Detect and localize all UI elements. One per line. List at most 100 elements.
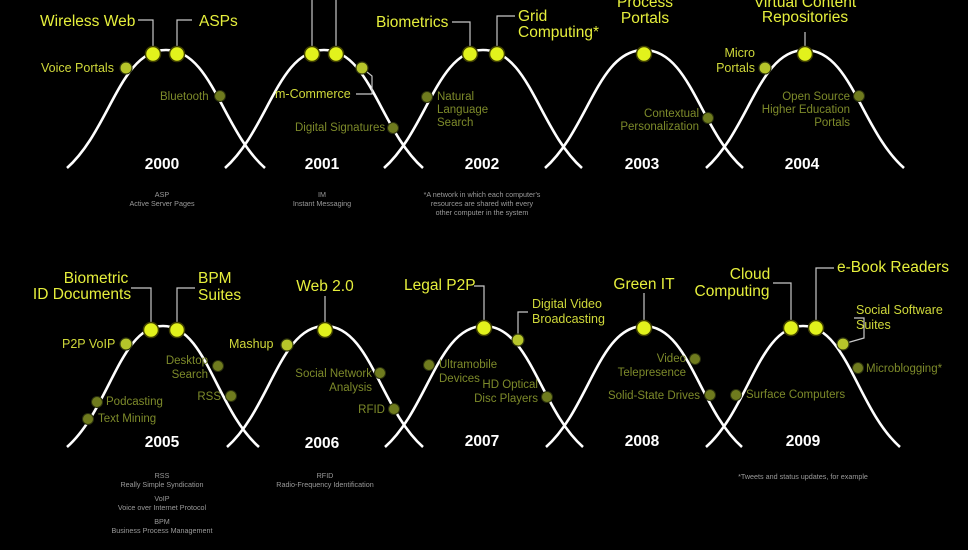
dot-asps — [168, 45, 186, 63]
dot-m-commerce — [355, 61, 369, 75]
note-2005-1: RSS — [155, 471, 170, 480]
label-nls-1: Natural — [437, 91, 474, 103]
labels-2002: Biometrics Grid Computing* Natural Langu… — [376, 8, 599, 217]
dot-biometric-id — [142, 321, 160, 339]
note-2002-3: other computer in the system — [436, 208, 529, 217]
note-2000-1: ASP — [155, 190, 170, 199]
label-disc-players: Disc Players — [474, 393, 538, 405]
label-analysis: Analysis — [329, 382, 372, 394]
dot-ebook-readers — [807, 319, 825, 337]
label-ultramobile: Ultramobile — [439, 359, 497, 371]
note-2006-1: RFID — [317, 471, 334, 480]
label-wireless-web: Wireless Web — [40, 13, 135, 30]
dot-bpm-suites — [168, 321, 186, 339]
dot-process-portals — [635, 45, 653, 63]
dot-bluetooth — [214, 90, 226, 102]
label-bpm: BPM — [198, 270, 232, 287]
dots — [82, 45, 865, 425]
dot-mashup — [280, 338, 294, 352]
dot-contextual-personalization — [702, 112, 714, 124]
year-2003: 2003 — [625, 156, 660, 173]
dot-social-network-analysis — [374, 367, 386, 379]
label-os-portals: Portals — [814, 117, 850, 129]
dot-voice-portals — [119, 61, 133, 75]
dot-podcasting — [91, 396, 103, 408]
dot-cloud-computing — [782, 319, 800, 337]
note-2001-1: IM — [318, 190, 326, 199]
label-grid-1: Grid — [518, 8, 547, 25]
dot-ultramobile-devices — [423, 359, 435, 371]
label-podcasting: Podcasting — [106, 396, 163, 408]
labels-2001: m-Commerce Digital Signatures 2001 IM In… — [275, 87, 385, 208]
labels-2006: Web 2.0 Mashup Social Network Analysis R… — [229, 278, 385, 489]
dot-surface-computers — [730, 389, 742, 401]
label-rss: RSS — [197, 391, 221, 403]
leader-lines — [131, 0, 865, 345]
label-micro: Micro — [724, 46, 755, 60]
label-desktop: Desktop — [166, 355, 208, 367]
labels-2008: Green IT Video Telepresence Solid-State … — [608, 276, 700, 450]
label-video: Video — [657, 353, 686, 365]
note-2006-2: Radio-Frequency Identification — [276, 480, 373, 489]
label-broadcasting: Broadcasting — [532, 312, 605, 326]
label-digital-signatures: Digital Signatures — [295, 122, 385, 134]
label-text-mining: Text Mining — [98, 413, 156, 425]
label-p2p-voip: P2P VoIP — [62, 337, 115, 351]
curve-2002 — [383, 48, 583, 169]
label-nls-3: Search — [437, 117, 473, 129]
dot-rfid — [388, 403, 400, 415]
label-telepresence: Telepresence — [618, 367, 686, 379]
note-2005-4: Voice over Internet Protocol — [118, 503, 207, 512]
label-grid-2: Computing* — [518, 24, 599, 41]
labels-2000: Wireless Web ASPs Voice Portals Bluetoot… — [40, 13, 238, 208]
note-2002-2: resources are shared with every — [431, 199, 534, 208]
curve-2001 — [224, 48, 424, 169]
label-higher-education: Higher Education — [762, 104, 850, 116]
label-asps: ASPs — [199, 13, 238, 30]
year-2006: 2006 — [305, 435, 340, 452]
dot-biometrics — [461, 45, 479, 63]
label-personalization: Personalization — [620, 121, 699, 133]
dot-rss — [225, 390, 237, 402]
label-nls-2: Language — [437, 104, 488, 116]
dot-hd-optical — [541, 391, 553, 403]
note-2001-2: Instant Messaging — [293, 199, 351, 208]
label-repositories: Repositories — [762, 9, 848, 26]
year-2001: 2001 — [305, 156, 340, 173]
dot-solid-state-drives — [704, 389, 716, 401]
label-m-commerce: m-Commerce — [275, 87, 351, 101]
label-id-documents: ID Documents — [33, 286, 131, 303]
label-digital-video: Digital Video — [532, 297, 602, 311]
label-green-it: Green IT — [613, 276, 675, 293]
label-surface-computers: Surface Computers — [746, 389, 845, 401]
label-ebook-readers: e-Book Readers — [837, 259, 949, 276]
dot-video-telepresence — [689, 353, 701, 365]
dot-wireless-web — [144, 45, 162, 63]
dot-legal-p2p — [475, 319, 493, 337]
label-microblogging: Microblogging* — [866, 363, 943, 375]
year-2008: 2008 — [625, 433, 660, 450]
labels-2003: Process Portals Contextual Personalizati… — [617, 0, 699, 173]
dot-2001-b — [327, 45, 345, 63]
label-biometric: Biometric — [64, 270, 129, 287]
dot-desktop-search — [212, 360, 224, 372]
year-2004: 2004 — [785, 156, 820, 173]
label-hd-optical: HD Optical — [482, 379, 538, 391]
dot-green-it — [635, 319, 653, 337]
year-2007: 2007 — [465, 433, 499, 450]
year-2009: 2009 — [786, 433, 821, 450]
label-social-software: Social Software — [856, 303, 943, 317]
dot-micro-portals — [758, 61, 772, 75]
label-biometrics: Biometrics — [376, 14, 449, 31]
label-process: Process — [617, 0, 673, 11]
dot-web-2-0 — [316, 321, 334, 339]
note-2000-2: Active Server Pages — [129, 199, 195, 208]
label-cloud: Cloud — [730, 266, 771, 283]
labels-2007: Legal P2P Digital Video Broadcasting Ult… — [404, 277, 605, 450]
dot-digital-video-broadcasting — [511, 333, 525, 347]
label-mashup: Mashup — [229, 337, 274, 351]
note-2005-5: BPM — [154, 517, 170, 526]
label-voice-portals: Voice Portals — [41, 61, 114, 75]
dot-social-software-suites — [836, 337, 850, 351]
